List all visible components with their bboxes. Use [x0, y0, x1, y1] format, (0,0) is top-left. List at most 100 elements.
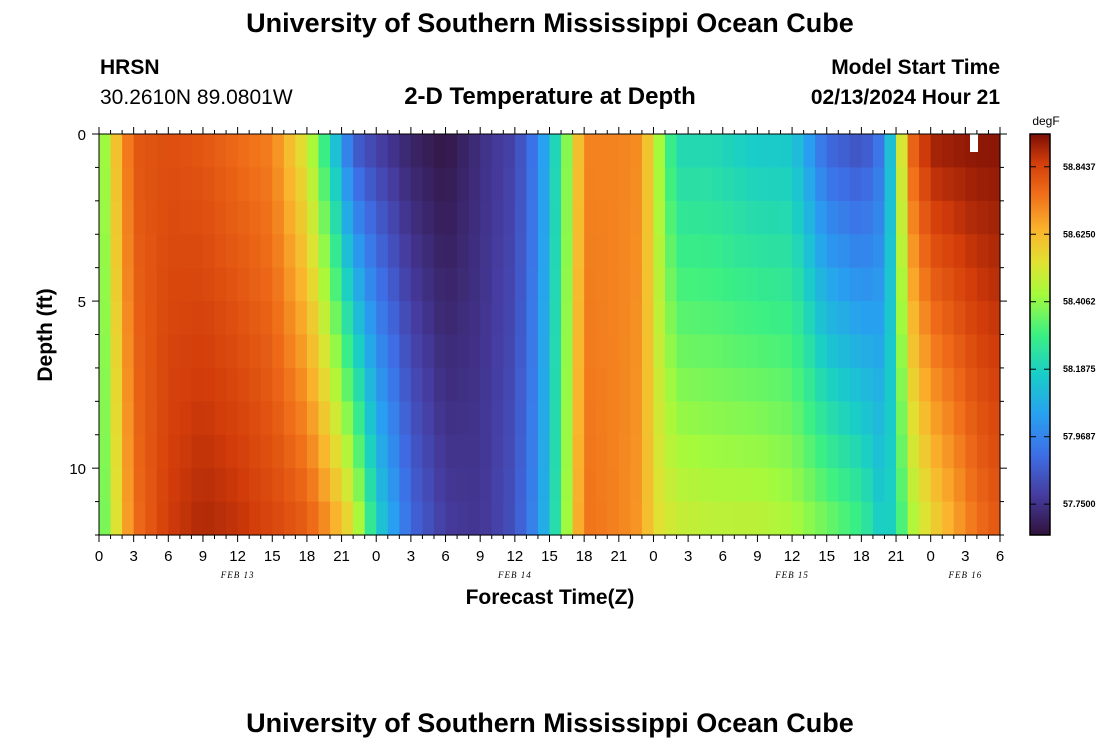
heatmap-cell — [457, 167, 470, 202]
heatmap-cell — [318, 434, 331, 469]
heatmap-cell — [872, 267, 886, 302]
heatmap-cell — [526, 468, 539, 503]
heatmap-cell — [353, 267, 366, 302]
heatmap-cell — [99, 301, 112, 336]
heatmap-cell — [595, 167, 608, 202]
heatmap-cell — [110, 501, 123, 536]
heatmap-cell — [699, 267, 712, 302]
heatmap-cell — [387, 334, 400, 369]
heatmap-cell — [745, 134, 759, 169]
heatmap-cell — [214, 167, 227, 202]
heatmap-cell — [826, 501, 839, 536]
heatmap-cell — [526, 134, 539, 169]
heatmap-cell — [272, 167, 285, 202]
heatmap-cell — [849, 267, 862, 302]
heatmap-cell — [99, 434, 112, 469]
heatmap-cell — [491, 334, 504, 369]
heatmap-cell — [110, 234, 123, 269]
heatmap-cell — [757, 434, 770, 469]
heatmap-cell — [480, 167, 493, 202]
heatmap-cell — [376, 167, 389, 202]
heatmap-cell — [537, 334, 551, 369]
heatmap-cell — [341, 167, 354, 202]
heatmap-cell — [849, 234, 862, 269]
heatmap-cell — [988, 367, 1001, 402]
heatmap-cell — [214, 468, 227, 503]
heatmap-cell — [341, 200, 354, 235]
heatmap-cell — [537, 200, 551, 235]
heatmap-cell — [838, 401, 851, 436]
heatmap-cell — [988, 401, 1001, 436]
heatmap-cell — [295, 301, 308, 336]
heatmap-cell — [295, 134, 308, 169]
heatmap-cell — [803, 200, 816, 235]
heatmap-cell — [122, 134, 135, 169]
heatmap-cell — [214, 200, 227, 235]
heatmap-cell — [549, 134, 562, 169]
heatmap-cell — [722, 200, 735, 235]
heatmap-cell — [399, 401, 412, 436]
heatmap-cell — [976, 234, 990, 269]
heatmap-cell — [283, 367, 296, 402]
heatmap-cell — [226, 334, 239, 369]
heatmap-cell — [930, 367, 943, 402]
heatmap-cell — [468, 468, 481, 503]
heatmap-cell — [353, 167, 366, 202]
heatmap-cell — [202, 334, 216, 369]
heatmap-cell — [745, 301, 759, 336]
heatmap-cell — [272, 334, 285, 369]
heatmap-cell — [953, 434, 966, 469]
heatmap-cell — [387, 468, 400, 503]
heatmap-cell — [191, 334, 204, 369]
heatmap-cell — [249, 501, 262, 536]
heatmap-cell — [387, 301, 400, 336]
heatmap-cell — [156, 167, 169, 202]
heatmap-cell — [133, 167, 146, 202]
heatmap-cell — [607, 267, 620, 302]
heatmap-cell — [688, 301, 701, 336]
heatmap-cell — [953, 167, 966, 202]
heatmap-cell — [410, 501, 424, 536]
heatmap-cell — [549, 334, 562, 369]
heatmap-cell — [826, 134, 839, 169]
heatmap-cell — [722, 334, 735, 369]
heatmap-cell — [145, 301, 158, 336]
heatmap-cell — [457, 468, 470, 503]
x-tick-label: 15 — [818, 548, 835, 565]
heatmap-cell — [399, 267, 412, 302]
x-tick-label: 6 — [441, 548, 449, 565]
heatmap-cell — [110, 200, 123, 235]
heatmap-cell — [237, 234, 250, 269]
heatmap-cell — [99, 167, 112, 202]
heatmap-cell — [861, 167, 874, 202]
heatmap-cell — [641, 434, 655, 469]
heatmap-cell — [306, 167, 320, 202]
station-name: HRSN — [100, 56, 160, 79]
heatmap-cell — [514, 367, 527, 402]
heatmap-cell — [826, 434, 839, 469]
heatmap-cell — [283, 434, 296, 469]
heatmap-cell — [503, 334, 516, 369]
heatmap-cell — [849, 301, 862, 336]
heatmap-cell — [630, 301, 643, 336]
heatmap-cell — [688, 334, 701, 369]
heatmap-cell — [907, 234, 920, 269]
heatmap-cell — [433, 234, 447, 269]
heatmap-cell — [249, 301, 262, 336]
heatmap-cell — [711, 468, 724, 503]
heatmap-cell — [468, 134, 481, 169]
heatmap-cell — [514, 301, 527, 336]
heatmap-cell — [745, 434, 759, 469]
heatmap-cell — [318, 301, 331, 336]
heatmap-cell — [930, 468, 943, 503]
heatmap-cell — [815, 134, 828, 169]
heatmap-cell — [526, 501, 539, 536]
heatmap-cell — [953, 234, 966, 269]
heatmap-cell — [572, 334, 585, 369]
heatmap-cell — [387, 134, 400, 169]
heatmap-cell — [988, 134, 1001, 169]
heatmap-cell — [272, 367, 285, 402]
heatmap-cell — [99, 234, 112, 269]
heatmap-cell — [572, 367, 585, 402]
heatmap-cell — [457, 134, 470, 169]
